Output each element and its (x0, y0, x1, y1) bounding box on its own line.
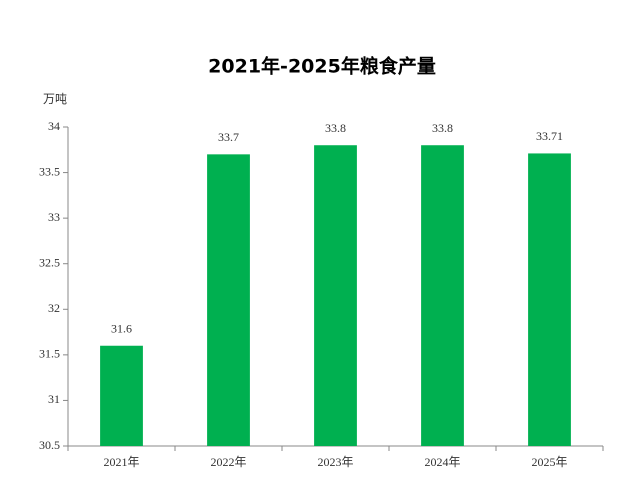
bar (421, 145, 464, 446)
bar (528, 153, 571, 446)
x-tick-label: 2021年 (103, 455, 139, 469)
value-label: 33.71 (536, 129, 563, 143)
chart-title: 2021年-2025年粮食产量 (208, 55, 436, 78)
y-tick-label: 32 (48, 301, 60, 315)
value-label: 33.8 (432, 121, 453, 135)
y-tick-label: 31.5 (39, 347, 60, 361)
y-tick-label: 32.5 (39, 255, 60, 269)
y-tick-label: 33.5 (39, 164, 60, 178)
y-tick-label: 30.5 (39, 438, 60, 452)
x-tick-label: 2022年 (210, 455, 246, 469)
y-tick-label: 31 (48, 392, 60, 406)
bar (100, 345, 143, 446)
bar (314, 145, 357, 446)
y-tick-label: 34 (48, 119, 60, 133)
value-label: 31.6 (111, 321, 132, 335)
x-tick-label: 2025年 (531, 455, 567, 469)
y-axis-unit: 万吨 (43, 92, 67, 106)
bar (207, 154, 250, 447)
x-tick-label: 2024年 (424, 455, 460, 469)
y-tick-label: 33 (48, 210, 60, 224)
value-label: 33.8 (325, 121, 346, 135)
value-label: 33.7 (218, 130, 239, 144)
x-tick-label: 2023年 (317, 455, 353, 469)
